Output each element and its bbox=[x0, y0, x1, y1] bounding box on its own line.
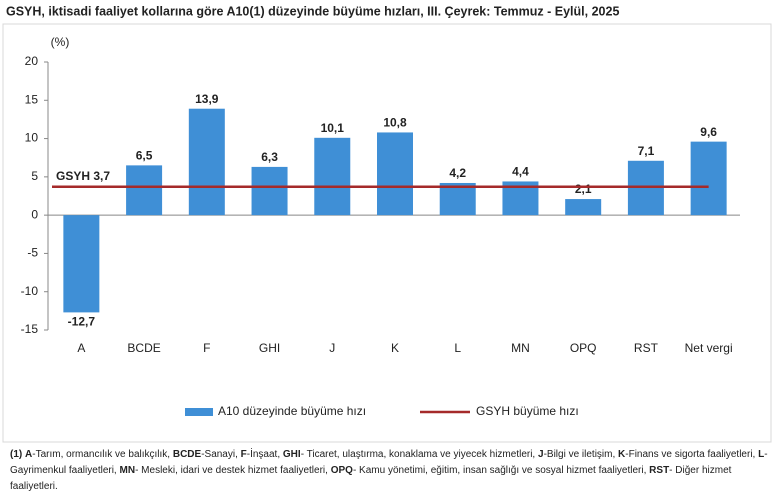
footnote-code: RST bbox=[649, 465, 670, 476]
x-tick-label: BCDE bbox=[127, 341, 160, 355]
chart-frame bbox=[2, 23, 772, 443]
footnote-code: GHI bbox=[282, 449, 301, 460]
footnote-code: OPQ bbox=[330, 465, 353, 476]
value-label: 4,2 bbox=[449, 166, 466, 180]
x-tick-label: F bbox=[203, 341, 210, 355]
footnote-text: -Bilgi ve iletişim, bbox=[543, 449, 616, 460]
bar bbox=[63, 215, 100, 313]
bar bbox=[439, 182, 476, 216]
value-label: 6,3 bbox=[261, 150, 278, 164]
footnote-text: - Ticaret, ulaştırma, konaklama ve yiyec… bbox=[300, 449, 536, 460]
x-tick-label: K bbox=[391, 341, 399, 355]
x-tick-label: L bbox=[454, 341, 461, 355]
y-tick-label: 10 bbox=[25, 131, 39, 145]
footnote-code: L bbox=[758, 449, 765, 460]
footnote-code: A bbox=[25, 449, 33, 460]
footnote-marker: (1) bbox=[10, 449, 23, 460]
footnote: (1) A-Tarım, ormancılık ve balıkçılık, B… bbox=[10, 447, 768, 495]
reference-label: GSYH 3,7 bbox=[56, 169, 110, 183]
y-tick-label: 15 bbox=[25, 92, 39, 106]
y-tick-label: -10 bbox=[21, 284, 39, 298]
x-tick-label: MN bbox=[511, 341, 530, 355]
value-label: 10,1 bbox=[321, 121, 345, 135]
footnote-text: - Kamu yönetimi, eğitim, insan sağlığı v… bbox=[352, 465, 647, 476]
y-tick-label: 5 bbox=[31, 169, 38, 183]
value-label: 7,1 bbox=[638, 144, 655, 158]
bar bbox=[126, 165, 163, 216]
bar bbox=[188, 108, 225, 216]
x-tick-label: GHI bbox=[259, 341, 280, 355]
footnote-text: - Mesleki, idari ve destek hizmet faaliy… bbox=[135, 465, 328, 476]
value-label: 10,8 bbox=[383, 116, 407, 130]
value-label: 6,5 bbox=[136, 149, 153, 163]
value-label: -12,7 bbox=[68, 315, 96, 329]
chart: GSYH, iktisadi faaliyet kollarına göre A… bbox=[2, 4, 772, 443]
footnote-text: -Finans ve sigorta faaliyetleri, bbox=[625, 449, 756, 460]
y-tick-label: 0 bbox=[31, 207, 38, 221]
footnote-code: BCDE bbox=[172, 449, 202, 460]
footnote-text: - Diğer hizmet faaliyetleri. bbox=[10, 465, 732, 492]
legend-swatch bbox=[185, 408, 213, 416]
bar bbox=[251, 166, 288, 216]
y-tick-label: -15 bbox=[21, 322, 39, 336]
legend-label: GSYH büyüme hızı bbox=[476, 404, 579, 418]
value-label: 4,4 bbox=[512, 165, 529, 179]
footnote-code: MN bbox=[119, 465, 136, 476]
bar bbox=[690, 141, 727, 216]
y-unit: (%) bbox=[51, 35, 70, 49]
footnote-code: K bbox=[618, 449, 626, 460]
x-tick-label: OPQ bbox=[570, 341, 597, 355]
bar bbox=[377, 132, 413, 216]
x-tick-label: J bbox=[329, 341, 335, 355]
x-tick-label: A bbox=[77, 341, 85, 355]
footnote-text: -Sanayi, bbox=[201, 449, 238, 460]
x-tick-label: Net vergi bbox=[685, 341, 733, 355]
bar bbox=[565, 199, 602, 216]
x-tick-label: RST bbox=[634, 341, 659, 355]
value-label: 13,9 bbox=[195, 92, 219, 106]
footnote-text: -Tarım, ormancılık ve balıkçılık, bbox=[32, 449, 171, 460]
value-label: 2,1 bbox=[575, 182, 592, 196]
bar bbox=[314, 137, 351, 216]
footnote-code: F bbox=[240, 449, 247, 460]
y-tick-label: -5 bbox=[27, 246, 38, 260]
footnote-text: -Gayrimenkul faaliyetleri, bbox=[10, 449, 768, 476]
value-label: 9,6 bbox=[700, 125, 717, 139]
footnote-code: J bbox=[538, 449, 544, 460]
legend-label: A10 düzeyinde büyüme hızı bbox=[218, 404, 366, 418]
footnote-text: -İnşaat, bbox=[246, 449, 281, 460]
y-tick-label: 20 bbox=[25, 54, 39, 68]
chart-title: GSYH, iktisadi faaliyet kollarına göre A… bbox=[6, 4, 619, 18]
